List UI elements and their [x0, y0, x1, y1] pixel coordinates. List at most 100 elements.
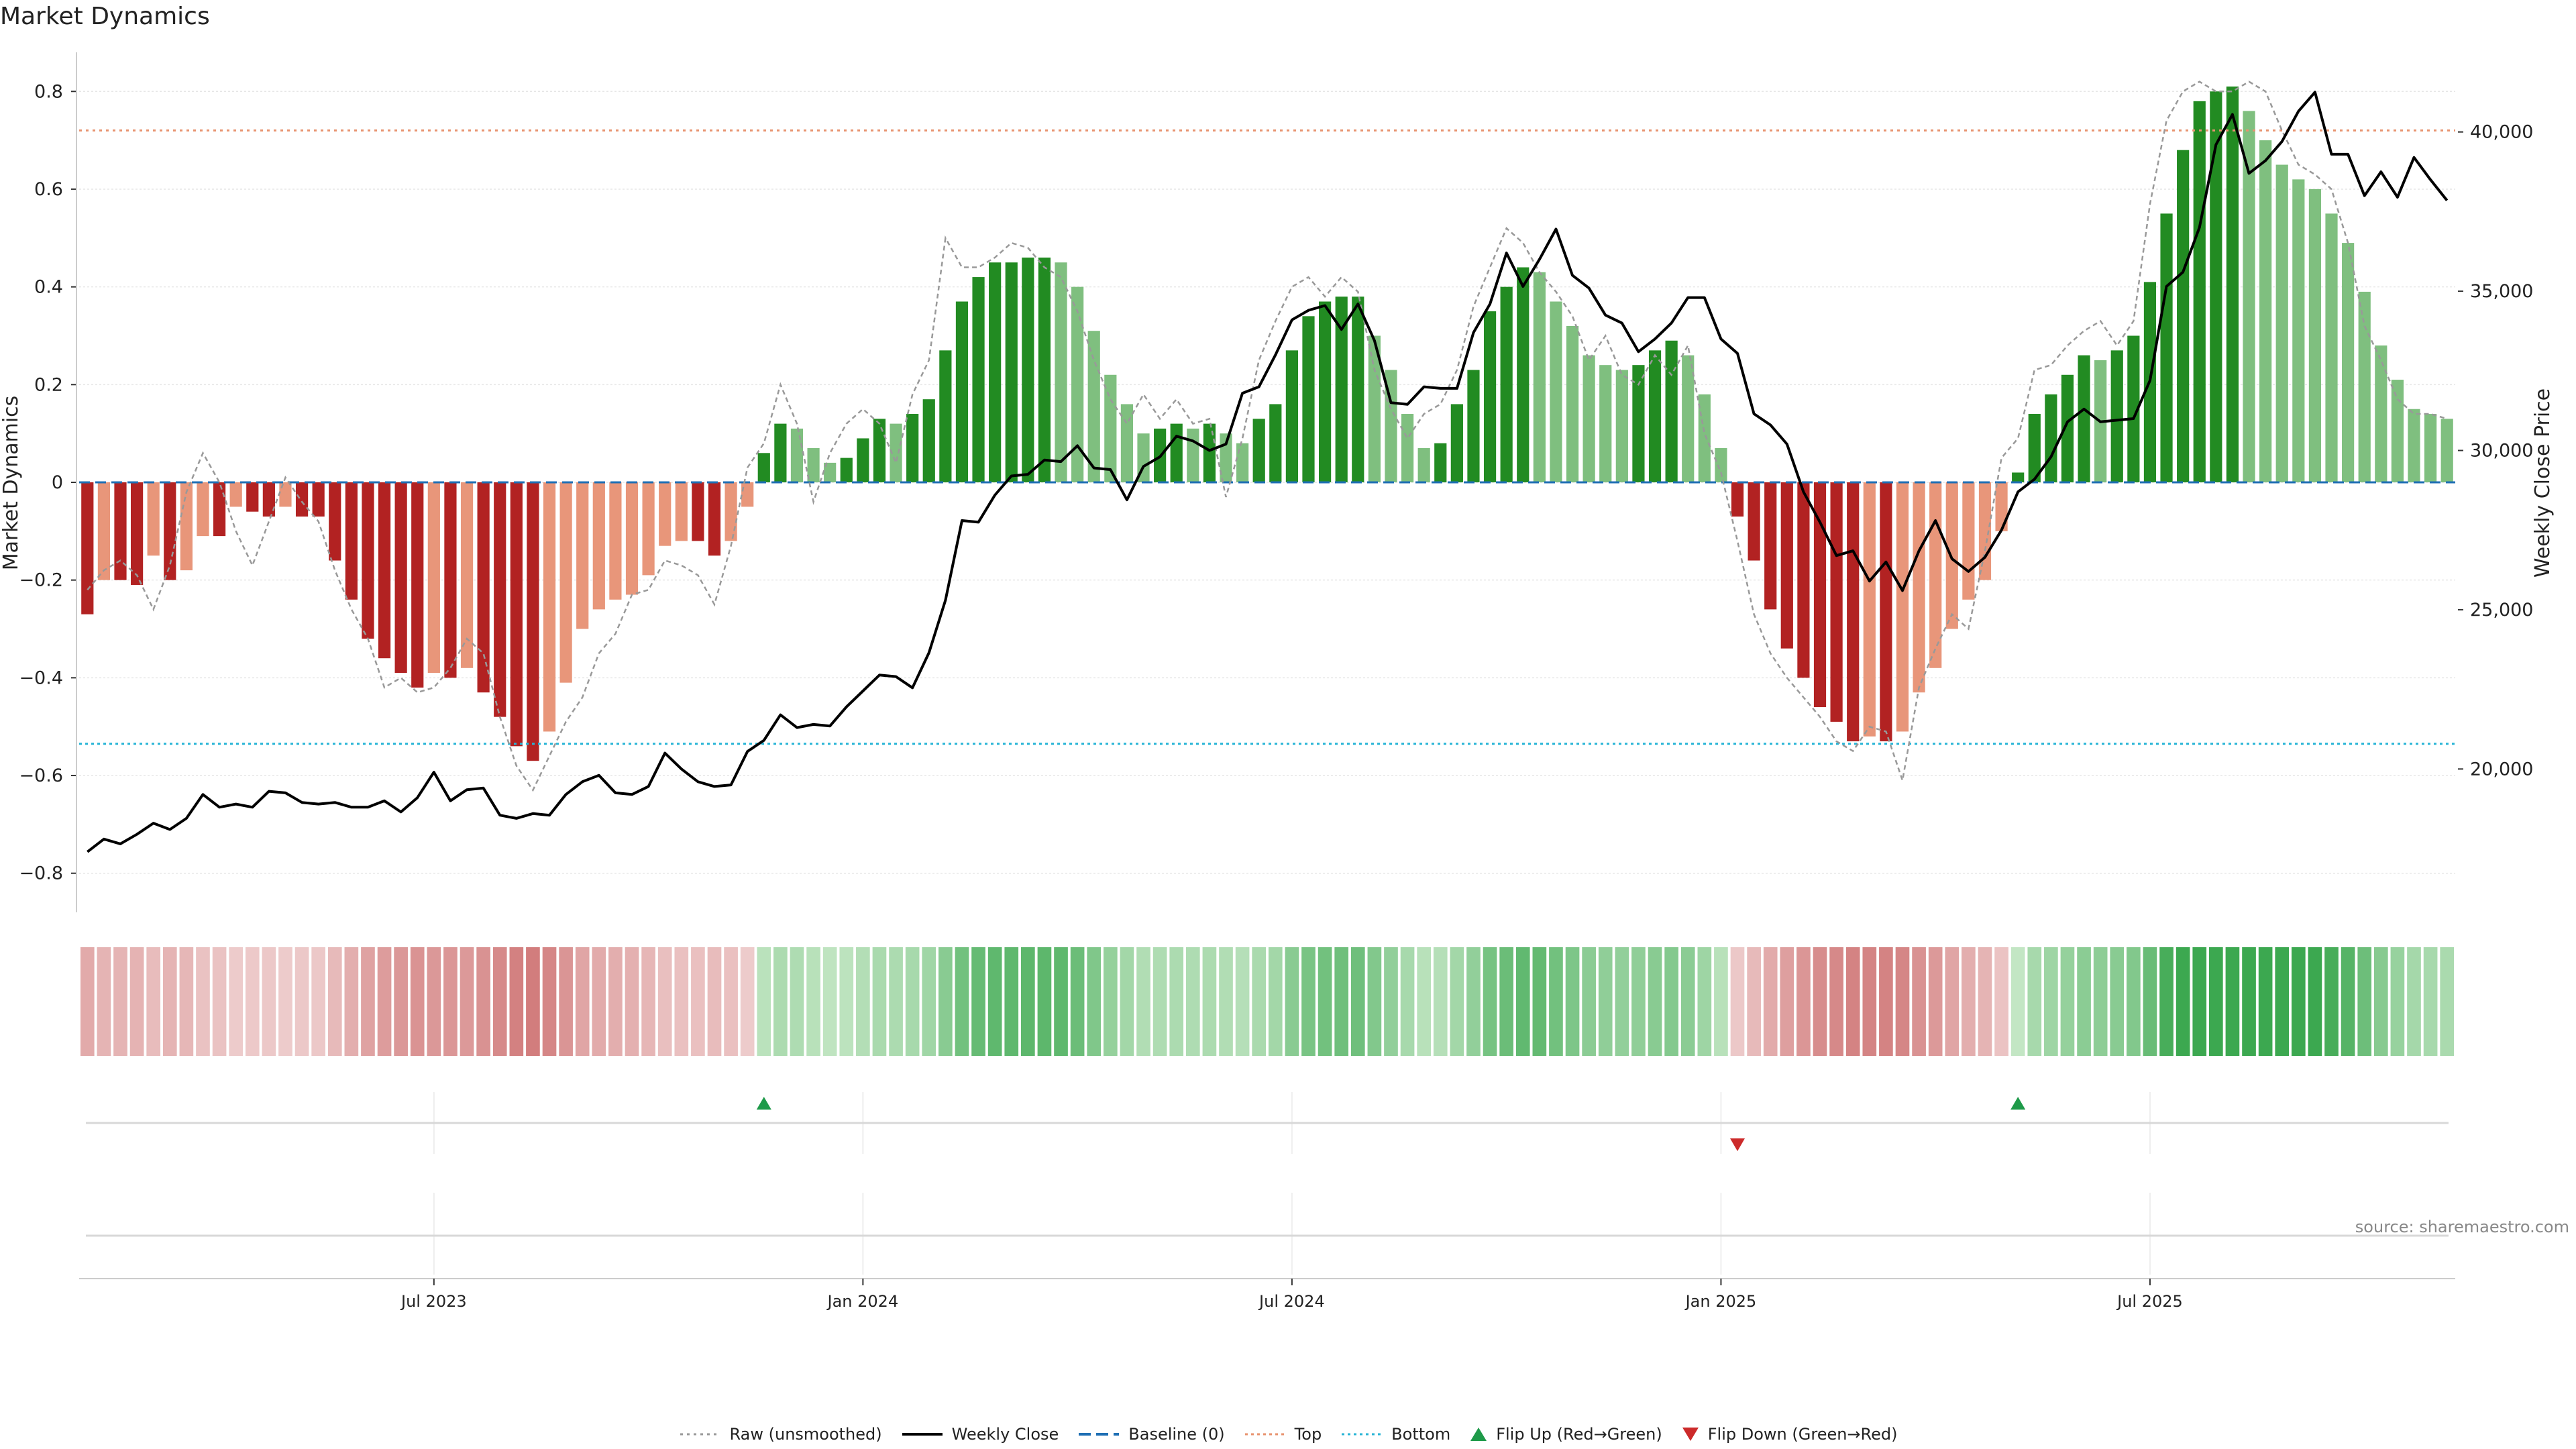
- bar: [659, 482, 672, 546]
- bar: [1632, 365, 1645, 482]
- bar: [972, 277, 985, 482]
- heat-cell: [1152, 947, 1167, 1056]
- heat-cell: [641, 947, 655, 1056]
- heat-cell: [196, 947, 210, 1056]
- x-tick-label: Jul 2024: [1258, 1292, 1325, 1311]
- bar: [1780, 482, 1793, 649]
- heat-cell: [492, 947, 507, 1056]
- bar: [774, 423, 787, 482]
- heat-cell: [2440, 947, 2455, 1056]
- bar: [2308, 189, 2322, 482]
- heat-cell: [278, 947, 292, 1056]
- heat-cell: [1648, 947, 1662, 1056]
- bar: [427, 482, 440, 674]
- y-tick-label-left: 0.8: [34, 81, 63, 102]
- bar: [2342, 243, 2355, 482]
- heat-cell: [1845, 947, 1860, 1056]
- x-tick-label: Jan 2025: [1684, 1292, 1757, 1311]
- heat-cell: [1334, 947, 1349, 1056]
- heat-cell: [1037, 947, 1052, 1056]
- flip-up-marker: [756, 1097, 771, 1110]
- bar: [790, 428, 804, 482]
- heat-cell: [212, 947, 227, 1056]
- heat-cell: [1285, 947, 1299, 1056]
- heat-cell: [427, 947, 441, 1056]
- bar: [510, 482, 523, 747]
- bar: [378, 482, 391, 659]
- bar: [1335, 297, 1348, 482]
- heat-cell: [592, 947, 606, 1056]
- heat-cell: [80, 947, 95, 1056]
- dotted-line-icon: [680, 1433, 720, 1436]
- bar: [262, 482, 275, 517]
- bar: [2375, 345, 2387, 482]
- bar: [1401, 414, 1414, 482]
- reference-lines: [79, 129, 2455, 745]
- heat-cell: [1499, 947, 1513, 1056]
- bar: [312, 482, 325, 517]
- heat-cell: [1994, 947, 2008, 1056]
- bar: [1417, 448, 1430, 482]
- heat-cell: [1070, 947, 1085, 1056]
- heat-cell: [2093, 947, 2108, 1056]
- bar: [741, 482, 754, 507]
- heat-cell: [1928, 947, 1943, 1056]
- bar: [2110, 350, 2123, 482]
- heat-cell: [691, 947, 705, 1056]
- heat-cell: [856, 947, 870, 1056]
- dotted-line-icon: [1244, 1433, 1285, 1436]
- heat-cell: [2044, 947, 2058, 1056]
- bar: [1648, 350, 1662, 482]
- bar: [1022, 257, 1034, 482]
- y-tick-label-left: 0.2: [34, 374, 63, 395]
- heat-cell: [2341, 947, 2355, 1056]
- x-tick-label: Jul 2023: [400, 1292, 467, 1311]
- heat-cell: [1417, 947, 1432, 1056]
- heat-cell: [905, 947, 920, 1056]
- dotted-line-icon: [1342, 1433, 1383, 1436]
- bar: [1318, 301, 1332, 482]
- bar: [2408, 409, 2420, 482]
- heat-cell: [839, 947, 854, 1056]
- bar: [1863, 482, 1876, 737]
- bar: [1550, 301, 1562, 482]
- heat-cell: [1615, 947, 1629, 1056]
- heat-cell: [1515, 947, 1530, 1056]
- bar: [807, 448, 820, 482]
- heat-cell: [162, 947, 177, 1056]
- heat-cell: [542, 947, 557, 1056]
- bar: [246, 482, 259, 512]
- heat-cell: [2275, 947, 2290, 1056]
- heat-cell: [526, 947, 540, 1056]
- bar: [1285, 350, 1298, 482]
- raw-line: [87, 80, 2448, 792]
- bar: [2012, 472, 2025, 482]
- bar: [559, 482, 572, 683]
- heat-cell: [1532, 947, 1547, 1056]
- bar: [1120, 404, 1134, 482]
- legend-item-flip-up: Flip Up (Red→Green): [1469, 1425, 1662, 1444]
- y-axis-label-left: Market Dynamics: [0, 396, 23, 571]
- bar: [1913, 482, 1925, 693]
- bar: [345, 482, 358, 600]
- bar: [213, 482, 226, 537]
- heat-cell: [987, 947, 1002, 1056]
- bar: [1434, 443, 1447, 482]
- heat-cell: [1021, 947, 1035, 1056]
- bar: [460, 482, 474, 668]
- heat-cell: [1268, 947, 1283, 1056]
- weekly-close-line: [87, 91, 2449, 853]
- bar: [2177, 150, 2190, 482]
- bar: [2259, 140, 2272, 482]
- bar: [2358, 291, 2371, 482]
- flip-down-marker: [1730, 1138, 1746, 1151]
- bar: [411, 482, 424, 688]
- heat-cell: [773, 947, 788, 1056]
- gridlines: [79, 91, 2455, 874]
- bar: [1566, 325, 1579, 482]
- bar: [1385, 370, 1397, 482]
- bar: [1055, 262, 1067, 482]
- heat-cell: [657, 947, 672, 1056]
- heat-cell: [1763, 947, 1778, 1056]
- bar: [1236, 443, 1249, 482]
